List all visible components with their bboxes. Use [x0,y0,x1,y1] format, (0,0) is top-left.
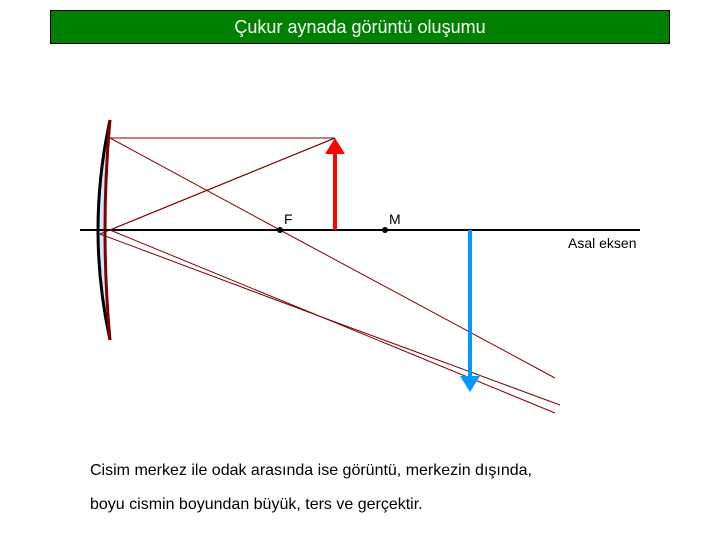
title-text: Çukur aynada görüntü oluşumu [234,17,485,38]
caption-line-2: boyu cismin boyundan büyük, ters ve gerç… [90,496,423,514]
axis-label: Asal eksen [568,235,636,251]
point-label-m: M [389,211,401,227]
caption-line-1: Cisim merkez ile odak arasında ise görün… [90,462,532,480]
optics-diagram: Asal eksen F M [0,60,720,420]
point-label-f: F [284,211,293,227]
title-bar: Çukur aynada görüntü oluşumu [50,10,670,44]
